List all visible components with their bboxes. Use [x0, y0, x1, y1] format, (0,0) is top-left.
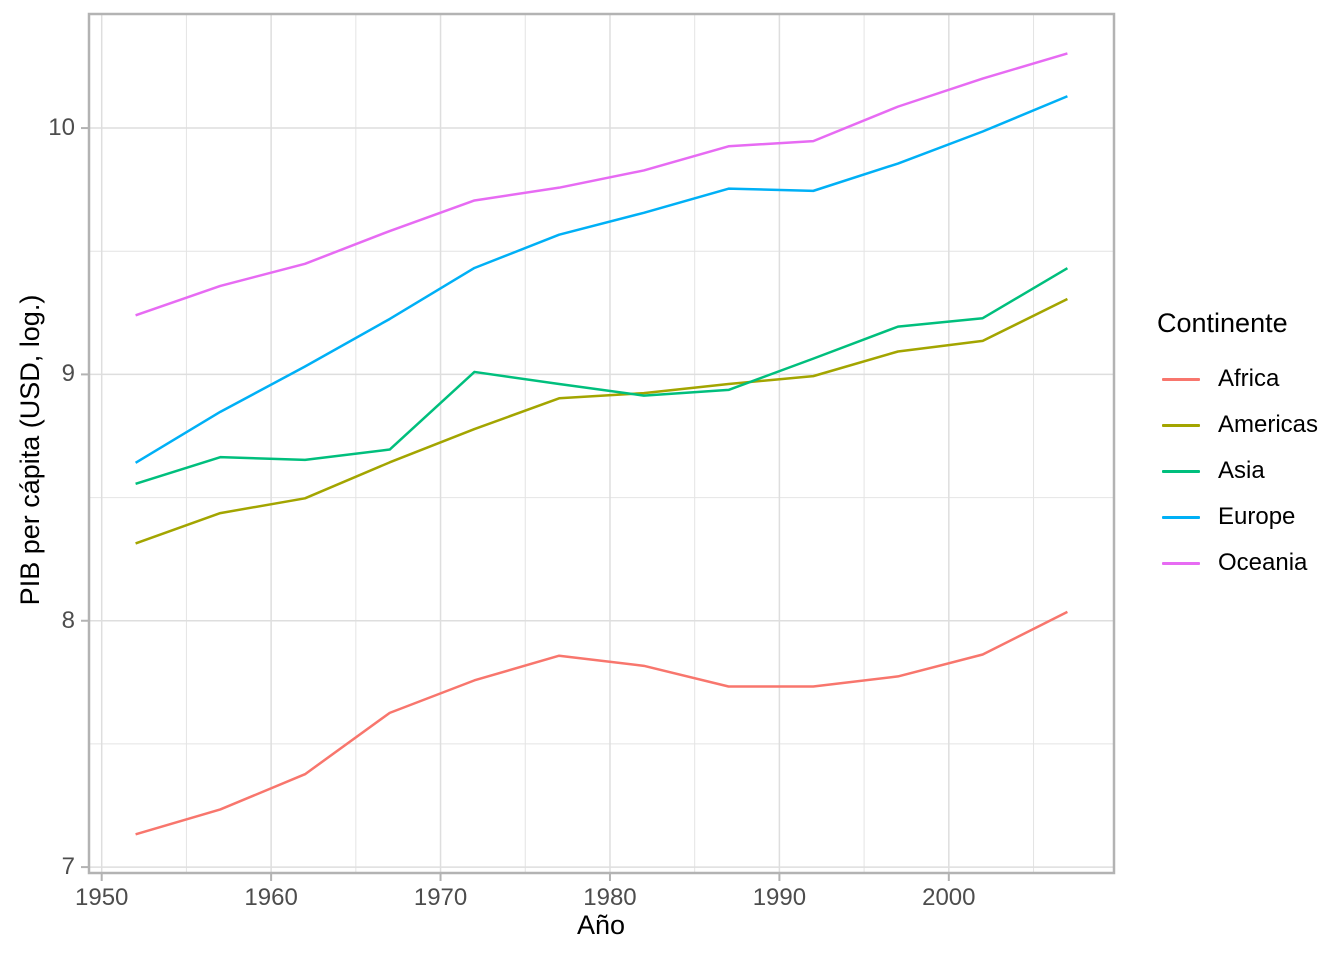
x-tick-label: 2000	[922, 884, 976, 911]
y-tick-label: 8	[61, 606, 75, 634]
legend-title: Continente	[1157, 308, 1288, 338]
y-tick-label: 10	[48, 114, 75, 142]
panel-border	[87, 12, 1116, 875]
legend-label: Oceania	[1218, 549, 1308, 576]
series-line-africa	[135, 610, 1068, 836]
x-axis-title: Año	[576, 910, 626, 940]
legend-items: Africa Americas Asia Europe Oceania	[1157, 356, 1318, 586]
x-tick-label: 1980	[583, 884, 637, 911]
x-tick-label: 1990	[752, 884, 807, 911]
series-line-asia	[135, 267, 1069, 485]
legend-item-americas: Americas	[1157, 402, 1318, 448]
legend-label: Europe	[1218, 503, 1296, 530]
series-line-europe	[134, 95, 1068, 464]
legend-label: Africa	[1218, 365, 1280, 392]
y-tick-label: 9	[61, 360, 75, 388]
legend-key-line-africa	[1162, 377, 1200, 381]
y-axis-title: PIB per cápita (USD, log.)	[15, 294, 45, 606]
legend-label: Americas	[1218, 411, 1319, 438]
legend-key-line-asia	[1162, 469, 1200, 473]
legend: Continente Africa Americas Asia Europe Ocean…	[1157, 308, 1318, 586]
series-line-oceania	[135, 52, 1068, 317]
x-tick-label: 1950	[75, 884, 129, 911]
series-line-americas	[135, 297, 1068, 545]
legend-item-asia: Asia	[1157, 448, 1318, 494]
x-tick-label: 1970	[413, 884, 468, 911]
y-tick-label: 7	[61, 853, 75, 881]
x-tick-label: 1960	[244, 884, 298, 911]
legend-label: Asia	[1218, 457, 1265, 484]
legend-key-line-americas	[1162, 423, 1200, 427]
legend-item-oceania: Oceania	[1157, 540, 1318, 586]
legend-key-line-oceania	[1162, 561, 1200, 565]
legend-item-europe: Europe	[1157, 494, 1318, 540]
legend-item-africa: Africa	[1157, 356, 1318, 402]
legend-key-line-europe	[1162, 515, 1200, 519]
